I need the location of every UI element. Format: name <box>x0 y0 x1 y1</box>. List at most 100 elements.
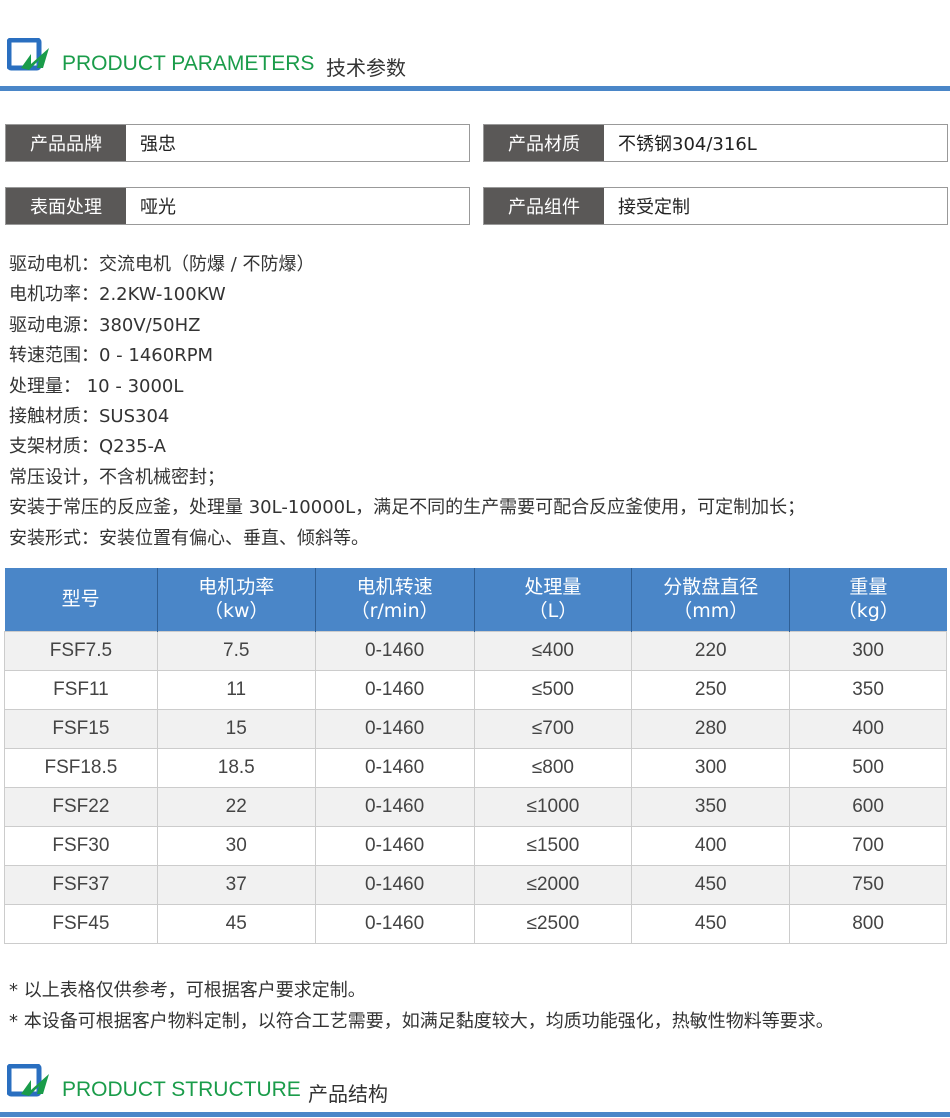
table-cell: 0-1460 <box>314 903 475 944</box>
section-title-en: PRODUCT PARAMETERS <box>62 52 315 75</box>
column-header: 分散盘直径 （mm） <box>631 568 791 631</box>
table-cell: 350 <box>631 786 791 827</box>
spec-line: 转速范围：0 - 1460RPM <box>9 345 214 367</box>
divider <box>0 86 950 91</box>
table-row: FSF11 11 0-1460 ≤500 250 350 <box>4 669 947 710</box>
table-cell: 450 <box>631 864 791 905</box>
attribute-value: 强忠 <box>126 125 469 161</box>
section-title-cn: 技术参数 <box>326 56 406 80</box>
table-row: FSF30 30 0-1460 ≤1500 400 700 <box>4 825 947 866</box>
attribute-label: 产品品牌 <box>6 125 126 161</box>
attribute-surface: 表面处理 哑光 <box>5 187 470 225</box>
table-cell: FSF15 <box>4 708 158 749</box>
notes: * 以上表格仅供参考，可根据客户要求定制。 * 本设备可根据客户物料定制，以符合… <box>9 975 834 1037</box>
table-cell: 0-1460 <box>314 825 475 866</box>
section-title-cn: 产品结构 <box>308 1082 388 1106</box>
section-header-structure: PRODUCT STRUCTURE 产品结构 <box>0 1056 950 1117</box>
table-cell: 18.5 <box>156 747 316 788</box>
table-cell: 7.5 <box>156 630 316 671</box>
attribute-value: 接受定制 <box>604 188 947 224</box>
table-cell: ≤500 <box>473 669 633 710</box>
table-cell: 0-1460 <box>314 669 475 710</box>
model-table: 型号 电机功率 （kw） 电机转速 （r/min） 处理量 （L） 分散盘直径 （mm） 重量 （k… <box>4 568 947 944</box>
attribute-label: 产品组件 <box>484 188 604 224</box>
column-header-text: 处理量 <box>524 576 582 599</box>
table-cell: 220 <box>631 630 791 671</box>
table-cell: 37 <box>156 864 316 905</box>
table-cell: 11 <box>156 669 316 710</box>
column-header-text: （mm） <box>673 600 749 623</box>
section-title-en: PRODUCT STRUCTURE <box>62 1078 301 1101</box>
attribute-material: 产品材质 不锈钢304/316L <box>483 124 948 162</box>
note: * 本设备可根据客户物料定制，以符合工艺需要，如满足黏度较大，均质功能强化，热敏… <box>9 1011 834 1032</box>
table-cell: FSF30 <box>4 825 158 866</box>
spec-line: 支架材质：Q235-A <box>9 436 166 458</box>
spec-line: 处理量： 10 - 3000L <box>9 375 184 397</box>
table-cell: 600 <box>789 786 947 827</box>
table-cell: 350 <box>789 669 947 710</box>
table-cell: FSF11 <box>4 669 158 710</box>
logo-icon <box>7 1064 49 1097</box>
table-row: FSF18.5 18.5 0-1460 ≤800 300 500 <box>4 747 947 788</box>
table-cell: 300 <box>789 630 947 671</box>
table-row: FSF15 15 0-1460 ≤700 280 400 <box>4 708 947 749</box>
table-cell: 45 <box>156 903 316 944</box>
spec-line: 电机功率：2.2KW-100KW <box>9 284 226 306</box>
attribute-brand: 产品品牌 强忠 <box>5 124 470 162</box>
attribute-value: 不锈钢304/316L <box>604 125 947 161</box>
column-header-text: （kg） <box>837 600 899 623</box>
table-cell: FSF37 <box>4 864 158 905</box>
table-cell: 300 <box>631 747 791 788</box>
table-header-row: 型号 电机功率 （kw） 电机转速 （r/min） 处理量 （L） 分散盘直径 （mm） 重量 （k… <box>4 568 947 631</box>
column-header: 处理量 （L） <box>474 568 633 631</box>
column-header-text: 分散盘直径 <box>663 576 759 599</box>
table-cell: 0-1460 <box>314 786 475 827</box>
column-header-text: 电机功率 <box>198 576 275 599</box>
section-header-parameters: PRODUCT PARAMETERS 技术参数 <box>0 30 950 91</box>
table-cell: ≤1500 <box>473 825 633 866</box>
table-cell: 15 <box>156 708 316 749</box>
divider <box>0 1112 950 1117</box>
table-row: FSF22 22 0-1460 ≤1000 350 600 <box>4 786 947 827</box>
table-cell: 0-1460 <box>314 864 475 905</box>
table-row: FSF7.5 7.5 0-1460 ≤400 220 300 <box>4 630 947 671</box>
column-header: 重量 （kg） <box>789 568 947 631</box>
table-cell: 400 <box>631 825 791 866</box>
table-cell: ≤700 <box>473 708 633 749</box>
table-cell: FSF18.5 <box>4 747 158 788</box>
table-cell: 250 <box>631 669 791 710</box>
spec-line: 安装于常压的反应釜，处理量 30L-10000L，满足不同的生产需要可配合反应釜… <box>9 497 806 519</box>
spec-line: 接触材质：SUS304 <box>9 406 170 428</box>
table-cell: FSF45 <box>4 903 158 944</box>
table-cell: FSF7.5 <box>4 630 158 671</box>
table-cell: ≤400 <box>473 630 633 671</box>
column-header-text: 电机转速 <box>356 576 433 599</box>
column-header: 电机转速 （r/min） <box>315 568 475 631</box>
table-cell: 500 <box>789 747 947 788</box>
table-cell: 450 <box>631 903 791 944</box>
column-header-text: （r/min） <box>350 600 439 623</box>
table-cell: ≤800 <box>473 747 633 788</box>
spec-line: 驱动电源：380V/50HZ <box>9 314 201 336</box>
table-cell: FSF22 <box>4 786 158 827</box>
table-cell: 280 <box>631 708 791 749</box>
table-cell: ≤1000 <box>473 786 633 827</box>
attribute-value: 哑光 <box>126 188 469 224</box>
spec-line: 常压设计，不含机械密封； <box>9 466 225 488</box>
table-cell: 0-1460 <box>314 747 475 788</box>
column-header-text: （L） <box>528 600 578 623</box>
spec-list: 驱动电机：交流电机（防爆 / 不防爆） 电机功率：2.2KW-100KW 驱动电… <box>9 250 805 554</box>
table-cell: 400 <box>789 708 947 749</box>
column-header-text: 重量 <box>849 576 888 599</box>
table-cell: 0-1460 <box>314 630 475 671</box>
attribute-label: 表面处理 <box>6 188 126 224</box>
table-row: FSF37 37 0-1460 ≤2000 450 750 <box>4 864 947 905</box>
attribute-label: 产品材质 <box>484 125 604 161</box>
table-cell: ≤2000 <box>473 864 633 905</box>
table-cell: 700 <box>789 825 947 866</box>
column-header-text: （kw） <box>203 600 269 623</box>
table-cell: ≤2500 <box>473 903 633 944</box>
table-cell: 800 <box>789 903 947 944</box>
attribute-components: 产品组件 接受定制 <box>483 187 948 225</box>
spec-line: 驱动电机：交流电机（防爆 / 不防爆） <box>9 254 315 275</box>
